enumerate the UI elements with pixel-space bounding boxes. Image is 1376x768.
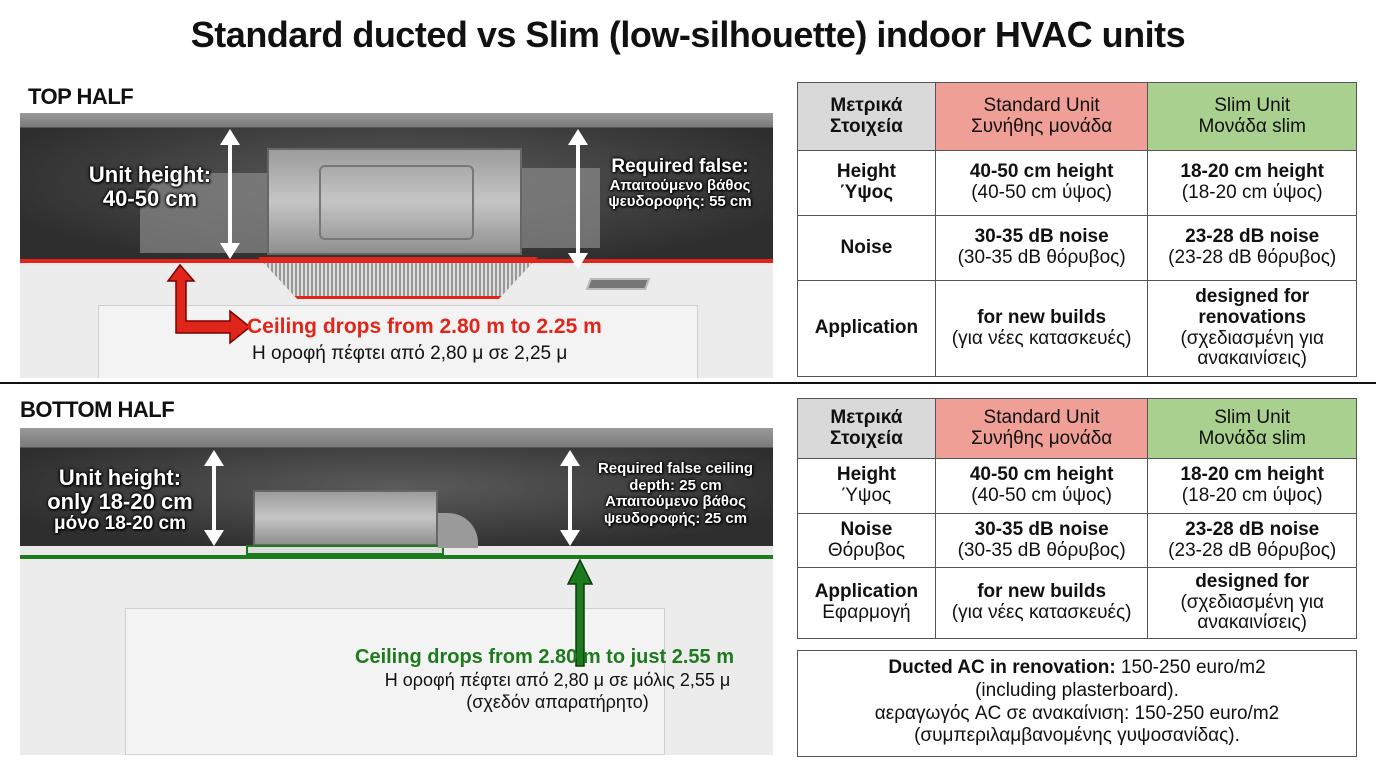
back-wall (125, 608, 665, 755)
standard-unit (267, 148, 522, 255)
required-gr-2: ψευδοροφής: 25 cm (603, 509, 748, 527)
required-gr-1: Απαιτούμενο βάθος (605, 493, 746, 510)
duct-left (140, 173, 280, 253)
back-wall (98, 305, 698, 378)
top-comparison-table: Μετρικά Στοιχεία Standard Unit Συνήθης μον… (797, 82, 1357, 377)
table-row: Height Ύψος 40-50 cm height (40-50 cm ύψος… (797, 150, 1357, 216)
ceiling-drop-en: Ceiling drops from 2.80 m to just 2.55 m (355, 646, 734, 668)
slim-unit (253, 490, 438, 546)
ceiling-drop-gr-note: (σχεδόν απαρατήρητο) (466, 691, 649, 712)
table-row: Height Ύψος 40-50 cm height (40-50 cm ύψος… (797, 458, 1357, 514)
ceiling-line-red (20, 259, 773, 263)
header-slim: Slim Unit Μονάδα slim (1147, 82, 1357, 151)
ceiling-slab (20, 113, 773, 128)
ceiling-slab (20, 428, 773, 448)
note-line-4: (συμπεριλαμβανομένης γυψοσανίδας). (914, 725, 1240, 747)
section-divider (0, 382, 1376, 384)
duct-right (520, 168, 600, 248)
ceiling-drop-en: Ceiling drops from 2.80 m to 2.25 m (247, 315, 602, 338)
required-gr-1: Απαιτούμενο βάθος (609, 176, 751, 194)
height-arrow-icon (204, 450, 224, 546)
required-en-1: Required false ceiling (597, 460, 754, 477)
header-standard: Standard Unit Συνήθης μονάδα (934, 398, 1149, 459)
page-title: Standard ducted vs Slim (low-silhouette)… (190, 14, 1186, 55)
top-half-label: TOP HALF (28, 84, 134, 109)
header-metric: Μετρικά Στοιχεία (797, 398, 936, 459)
depth-arrow-icon (560, 450, 580, 546)
note-line-3: αεραγωγός AC σε ανακαίνιση: 150-250 euro… (874, 702, 1280, 724)
cost-note: Ducted AC in renovation: 150-250 euro/m2… (797, 650, 1357, 757)
table-row: Noise Θόρυβος 30-35 dB noise (30-35 dB θόρ… (797, 513, 1357, 568)
bottom-half-label: BOTTOM HALF (20, 397, 175, 422)
room (20, 558, 773, 755)
bottom-diagram: Unit height: only 18-20 cm μόνο 18-20 cm… (20, 428, 773, 755)
required-en: Required false: (611, 156, 749, 177)
note-text: 150-250 euro/m2 (1115, 657, 1266, 678)
height-arrow-icon (220, 129, 240, 259)
cassette-grille (258, 257, 538, 299)
unit-height-label: Unit height: (58, 465, 182, 490)
header-slim: Slim Unit Μονάδα slim (1147, 398, 1357, 459)
unit-height-label: Unit height: (88, 162, 212, 187)
required-en-2: depth: 25 cm (629, 476, 722, 494)
bottom-comparison-table: Μετρικά Στοιχεία Standard Unit Συνήθης μον… (797, 398, 1357, 639)
required-gr-2: ψευδοροφής: 55 cm (608, 193, 752, 211)
unit-panel (319, 165, 474, 240)
red-arrow-icon (166, 263, 252, 345)
green-arrow-icon (566, 558, 594, 667)
top-diagram: Unit height: 40-50 cm Required false: Απ… (20, 113, 773, 378)
header-standard: Standard Unit Συνήθης μονάδα (934, 82, 1149, 151)
table-row: Application for new builds (για νέες κατα… (797, 280, 1357, 377)
unit-height-gr: μόνο 18-20 cm (53, 513, 187, 535)
unit-height-value: only 18-20 cm (47, 489, 193, 515)
ceiling-drop-gr: Η οροφή πέφτει από 2,80 μ σε 2,25 μ (252, 343, 568, 364)
slim-grille (246, 545, 444, 555)
table-row: Noise 30-35 dB noise (30-35 dB θόρυβος) 2… (797, 215, 1357, 281)
unit-height-value: 40-50 cm (102, 186, 198, 212)
ceiling-drop-gr: Η οροφή πέφτει από 2,80 μ σε μόλις 2,55 … (384, 670, 731, 690)
table-row: Application Εφαρμογή for new builds (για ν… (797, 567, 1357, 639)
note-bold: Ducted AC in renovation: (888, 657, 1116, 678)
header-metric: Μετρικά Στοιχεία (797, 82, 936, 151)
note-line-2: (including plasterboard). (975, 679, 1179, 701)
ceiling-line-green (20, 555, 773, 559)
depth-arrow-icon (568, 129, 588, 269)
vent (585, 278, 651, 290)
